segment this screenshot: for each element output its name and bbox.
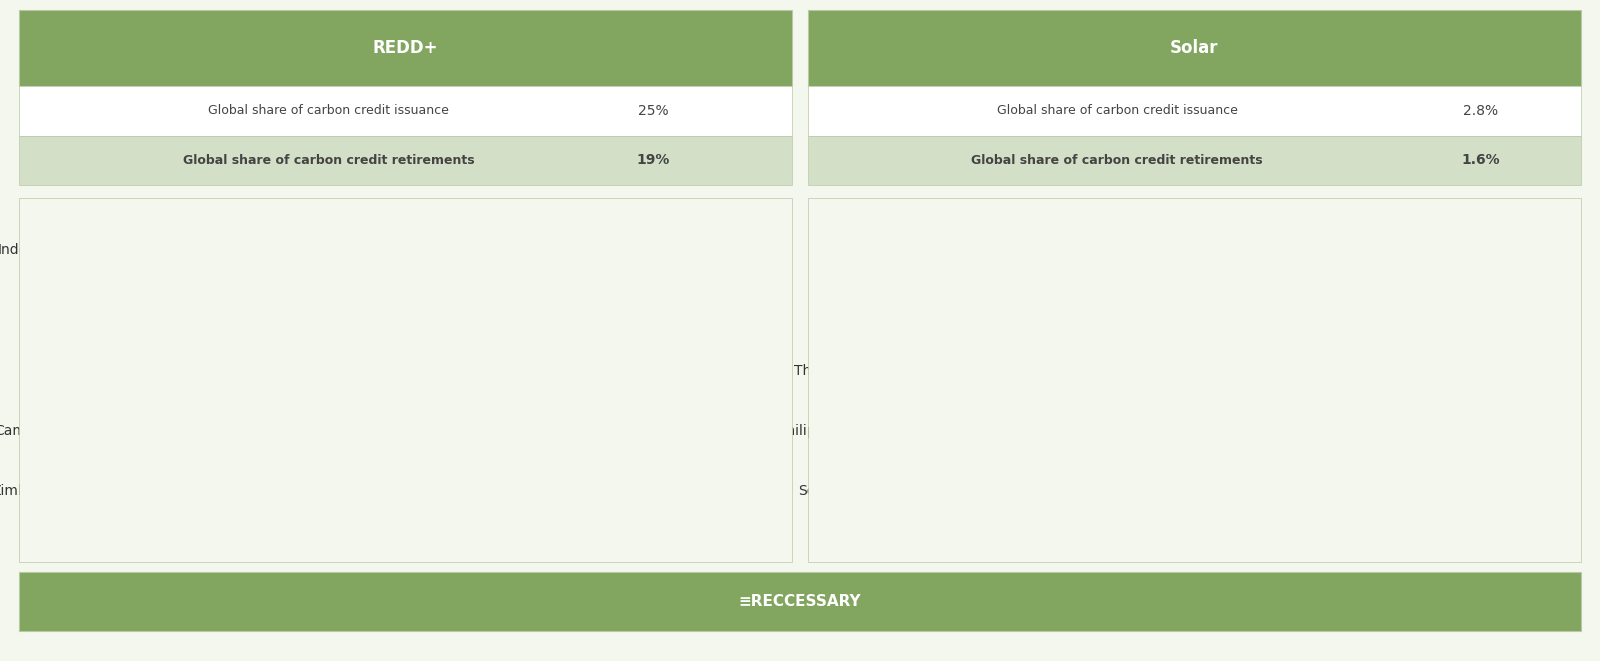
Bar	[74, 354, 469, 384]
Bar	[862, 294, 922, 324]
Bar	[862, 475, 869, 505]
Text: REDD+: REDD+	[373, 39, 438, 57]
Text: 25%: 25%	[637, 104, 669, 118]
Bar	[74, 233, 614, 264]
Text: Solar: Solar	[1170, 39, 1219, 57]
Text: ≡RECCESSARY: ≡RECCESSARY	[739, 594, 861, 609]
Text: Global share of carbon credit retirements: Global share of carbon credit retirement…	[971, 154, 1262, 167]
Bar	[862, 414, 880, 444]
Text: Global share of carbon credit issuance: Global share of carbon credit issuance	[208, 104, 448, 117]
Bar	[74, 475, 262, 505]
Text: 19%: 19%	[637, 153, 669, 167]
Bar	[74, 294, 571, 324]
Text: 1.6%: 1.6%	[1461, 153, 1499, 167]
Text: 2.8%: 2.8%	[1462, 104, 1498, 118]
X-axis label: MtCO2 e: MtCO2 e	[390, 547, 445, 559]
X-axis label: MtCO2 e: MtCO2 e	[1179, 547, 1234, 559]
Bar	[862, 233, 1395, 264]
Bar	[862, 354, 888, 384]
Text: Global share of carbon credit retirements: Global share of carbon credit retirement…	[182, 154, 474, 167]
Text: Global share of carbon credit issuance: Global share of carbon credit issuance	[997, 104, 1237, 117]
Bar	[74, 414, 298, 444]
